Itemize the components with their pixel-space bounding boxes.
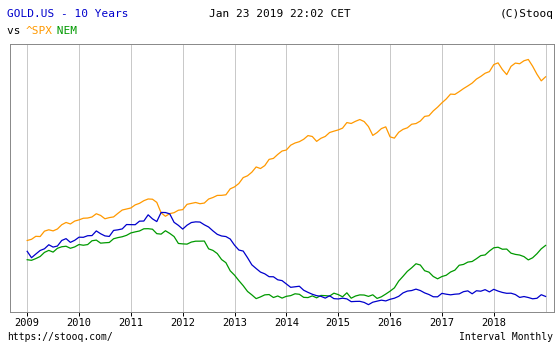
Text: vs: vs [7, 26, 34, 36]
Text: Interval Monthly: Interval Monthly [459, 332, 553, 342]
Text: GOLD.US - 10 Years: GOLD.US - 10 Years [7, 9, 128, 19]
Text: Jan 23 2019 22:02 CET: Jan 23 2019 22:02 CET [209, 9, 351, 19]
Text: https://stooq.com/: https://stooq.com/ [7, 332, 113, 342]
Text: NEM: NEM [50, 26, 77, 36]
Text: ^SPX: ^SPX [25, 26, 52, 36]
Text: (C)Stooq: (C)Stooq [500, 9, 553, 19]
